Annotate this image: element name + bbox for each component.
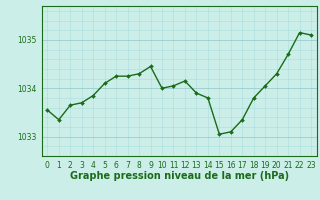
X-axis label: Graphe pression niveau de la mer (hPa): Graphe pression niveau de la mer (hPa)	[70, 171, 289, 181]
